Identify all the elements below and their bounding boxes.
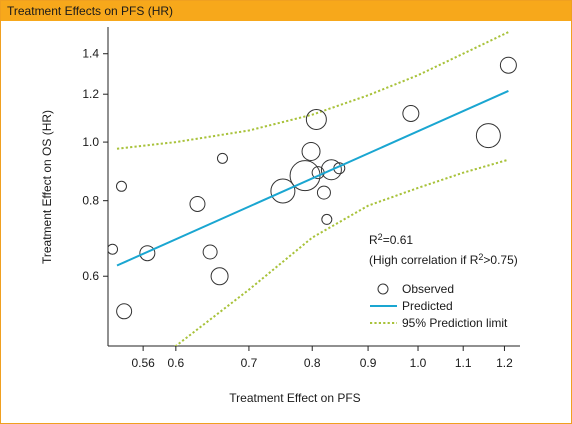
x-tick-label: 0.56 bbox=[131, 356, 155, 370]
observed-point bbox=[116, 303, 133, 320]
observed-point bbox=[270, 178, 296, 204]
observed-point bbox=[108, 243, 119, 255]
observed-point bbox=[475, 123, 501, 149]
observed-point bbox=[139, 245, 156, 262]
x-tick-label: 1.2 bbox=[496, 356, 513, 370]
observed-point bbox=[115, 180, 127, 192]
y-tick-label: 0.8 bbox=[82, 194, 99, 208]
x-tick-label: 0.8 bbox=[304, 356, 321, 370]
observed-point bbox=[316, 185, 331, 200]
plot-area bbox=[108, 31, 517, 346]
legend-observed-marker bbox=[377, 283, 389, 295]
x-tick-label: 0.6 bbox=[167, 356, 184, 370]
y-tick-label: 1.0 bbox=[82, 135, 99, 149]
y-axis-title: Treatment Effect on OS (HR) bbox=[40, 110, 54, 264]
lower-prediction-limit bbox=[174, 158, 509, 346]
y-tick-label: 1.2 bbox=[82, 87, 99, 101]
x-tick-label: 0.9 bbox=[360, 356, 377, 370]
legend-label: Predicted bbox=[402, 299, 453, 313]
legend-label: Observed bbox=[402, 282, 454, 296]
upper-prediction-limit bbox=[116, 31, 509, 150]
observed-point bbox=[320, 159, 342, 181]
observed-point bbox=[402, 104, 420, 122]
observed-point bbox=[321, 213, 333, 225]
observed-point bbox=[499, 56, 517, 74]
observed-point bbox=[202, 244, 218, 260]
x-tick-label: 0.7 bbox=[241, 356, 258, 370]
x-axis-title: Treatment Effect on PFS bbox=[229, 391, 360, 405]
legend: Observed Predicted 95% Prediction limit bbox=[370, 282, 508, 330]
observed-point bbox=[189, 195, 206, 212]
observed-point bbox=[305, 108, 327, 130]
correlation-note: (High correlation if R2>0.75) bbox=[369, 252, 518, 267]
panel-title: Treatment Effects on PFS (HR) bbox=[1, 1, 571, 21]
y-tick-label: 1.4 bbox=[82, 47, 99, 61]
predicted-line bbox=[116, 89, 509, 267]
x-tick-label: 1.0 bbox=[410, 356, 427, 370]
observed-point bbox=[210, 267, 229, 286]
plot-layer: 0.6 0.8 1.0 1.2 1.4 0.56 0.6 0.7 0.8 0.9 1.0 1.1 1.2 bbox=[82, 27, 520, 370]
observed-point bbox=[301, 141, 321, 161]
legend-label: 95% Prediction limit bbox=[402, 316, 508, 330]
x-tick-label: 1.1 bbox=[455, 356, 472, 370]
y-tick-label: 0.6 bbox=[82, 269, 99, 283]
r-squared-text: R2=0.61 bbox=[369, 232, 413, 247]
observed-point bbox=[216, 152, 228, 164]
